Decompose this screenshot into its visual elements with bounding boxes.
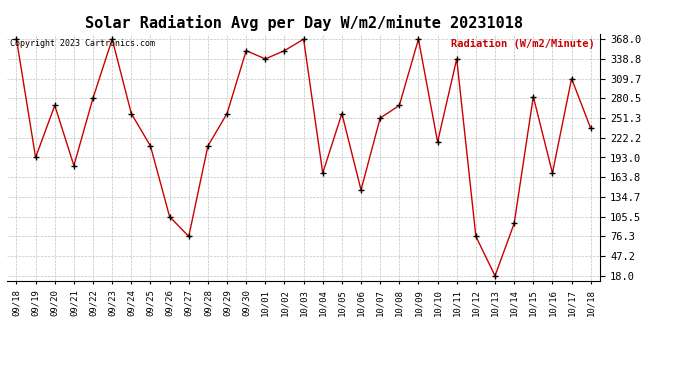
Text: Radiation (W/m2/Minute): Radiation (W/m2/Minute)	[451, 39, 594, 49]
Title: Solar Radiation Avg per Day W/m2/minute 20231018: Solar Radiation Avg per Day W/m2/minute …	[85, 15, 522, 31]
Text: Copyright 2023 Cartronics.com: Copyright 2023 Cartronics.com	[10, 39, 155, 48]
